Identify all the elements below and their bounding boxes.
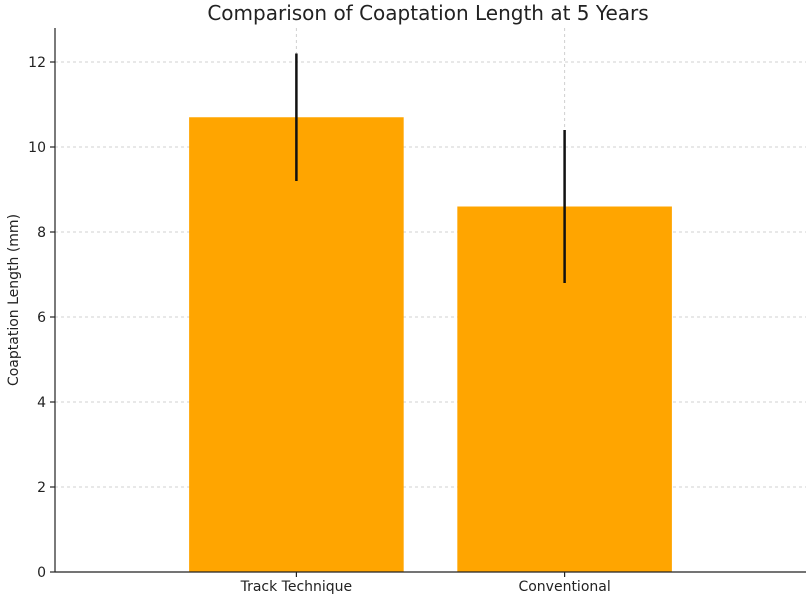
x-tick-label: Conventional: [518, 579, 610, 595]
x-tick-label: Track Technique: [240, 579, 353, 595]
y-tick-label: 12: [28, 55, 46, 71]
x-ticks: Track Technique Conventional: [240, 572, 611, 595]
grid: [55, 28, 806, 573]
axes: [54, 28, 806, 573]
y-tick-label: 8: [37, 225, 46, 241]
bars: [189, 117, 672, 572]
bar: [189, 117, 404, 572]
error-bars: [295, 53, 566, 283]
y-tick-label: 2: [37, 480, 46, 496]
y-ticks: 0 2 4 6 8 10 12: [28, 55, 55, 581]
y-tick-label: 6: [37, 310, 46, 326]
y-tick-label: 10: [28, 140, 46, 156]
y-axis-label: Coaptation Length (mm): [6, 214, 22, 386]
y-tick-label: 0: [37, 565, 46, 581]
chart-title: Comparison of Coaptation Length at 5 Yea…: [207, 1, 648, 25]
y-tick-label: 4: [37, 395, 46, 411]
